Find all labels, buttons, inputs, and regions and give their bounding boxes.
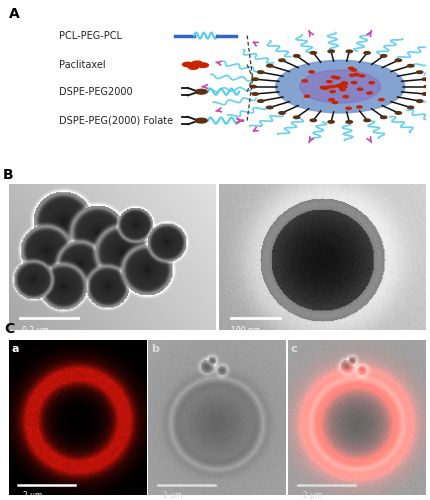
Circle shape <box>332 76 337 78</box>
Circle shape <box>267 64 273 67</box>
Circle shape <box>348 67 354 70</box>
Circle shape <box>341 86 346 88</box>
Circle shape <box>364 119 370 122</box>
Circle shape <box>328 120 334 123</box>
Text: 0.2 μm: 0.2 μm <box>22 326 49 336</box>
Circle shape <box>332 102 338 103</box>
Text: b: b <box>151 344 159 354</box>
Circle shape <box>343 96 348 98</box>
Circle shape <box>294 116 300 118</box>
Circle shape <box>395 112 402 114</box>
Circle shape <box>341 86 347 88</box>
Circle shape <box>340 86 345 88</box>
Text: DSPE-PEG(2000) Folate: DSPE-PEG(2000) Folate <box>58 116 173 126</box>
Circle shape <box>346 107 351 110</box>
Text: B: B <box>3 168 13 181</box>
Circle shape <box>339 86 344 88</box>
Text: 100 nm: 100 nm <box>230 326 260 336</box>
Circle shape <box>335 77 340 79</box>
Circle shape <box>346 50 353 52</box>
Circle shape <box>338 86 344 88</box>
Text: 2 μm: 2 μm <box>23 491 43 500</box>
Circle shape <box>369 82 375 84</box>
Circle shape <box>294 54 300 57</box>
Circle shape <box>182 62 194 66</box>
Text: c: c <box>291 344 298 354</box>
Circle shape <box>359 75 365 77</box>
Circle shape <box>351 69 356 71</box>
Circle shape <box>346 120 353 123</box>
Text: PCL-PEG-PCL: PCL-PEG-PCL <box>58 30 122 40</box>
Circle shape <box>279 112 285 114</box>
Circle shape <box>250 86 256 88</box>
Text: Paclitaxel: Paclitaxel <box>58 60 105 70</box>
Circle shape <box>329 98 334 101</box>
Circle shape <box>367 92 372 94</box>
Circle shape <box>267 106 273 108</box>
Circle shape <box>408 106 414 108</box>
Text: 2 μm: 2 μm <box>303 491 322 500</box>
Circle shape <box>258 100 264 102</box>
Circle shape <box>276 60 405 113</box>
Circle shape <box>322 87 328 90</box>
Circle shape <box>320 86 326 88</box>
Circle shape <box>408 64 414 67</box>
Circle shape <box>422 92 428 95</box>
Circle shape <box>321 86 326 89</box>
Circle shape <box>364 52 370 54</box>
Circle shape <box>339 84 344 86</box>
Circle shape <box>381 116 387 118</box>
Circle shape <box>330 90 335 92</box>
Circle shape <box>310 52 316 54</box>
Circle shape <box>327 80 332 83</box>
Circle shape <box>422 78 428 80</box>
Circle shape <box>326 86 332 88</box>
Circle shape <box>417 71 423 74</box>
Circle shape <box>196 90 207 94</box>
Circle shape <box>331 86 336 87</box>
Circle shape <box>197 63 209 68</box>
Circle shape <box>300 70 381 103</box>
Text: 2 μm: 2 μm <box>163 491 182 500</box>
Circle shape <box>196 118 207 123</box>
Circle shape <box>279 59 285 62</box>
Circle shape <box>338 86 343 88</box>
Circle shape <box>336 84 342 87</box>
Circle shape <box>310 119 316 122</box>
Circle shape <box>309 71 314 73</box>
Text: C: C <box>4 322 15 336</box>
Circle shape <box>417 100 423 102</box>
Circle shape <box>350 74 355 76</box>
Circle shape <box>328 50 334 52</box>
Circle shape <box>258 71 264 74</box>
Circle shape <box>304 95 310 98</box>
Circle shape <box>395 59 402 62</box>
Circle shape <box>192 61 202 65</box>
Circle shape <box>351 82 357 84</box>
Circle shape <box>357 106 362 108</box>
Circle shape <box>353 74 359 76</box>
Text: a: a <box>12 344 19 354</box>
Circle shape <box>340 88 345 90</box>
Circle shape <box>424 86 430 88</box>
Circle shape <box>302 80 307 82</box>
Circle shape <box>379 98 384 101</box>
Circle shape <box>381 54 387 57</box>
Text: A: A <box>9 6 19 20</box>
Circle shape <box>342 82 348 85</box>
Circle shape <box>357 88 363 90</box>
Circle shape <box>341 82 347 84</box>
Circle shape <box>252 78 258 80</box>
Circle shape <box>188 65 198 70</box>
Text: DSPE-PEG2000: DSPE-PEG2000 <box>58 86 132 97</box>
Circle shape <box>252 92 258 95</box>
